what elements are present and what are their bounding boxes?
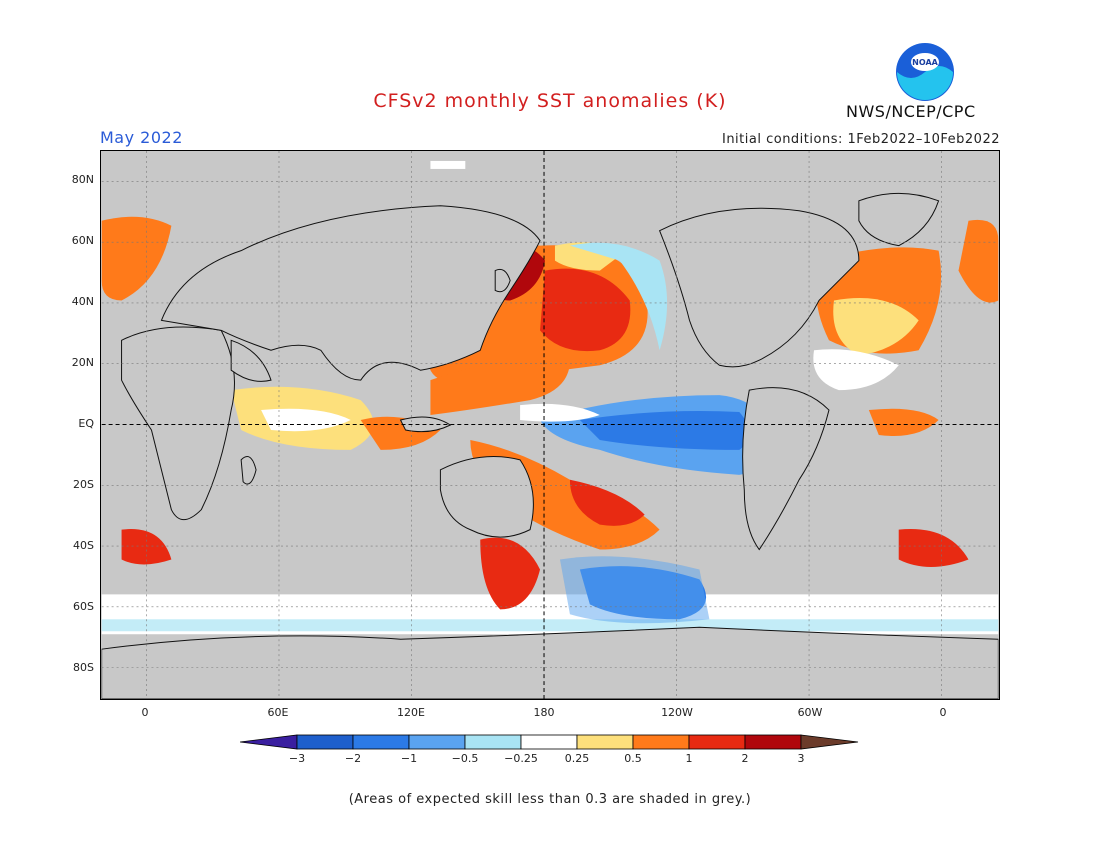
lat-label: 80N xyxy=(71,173,94,186)
lon-label: 180 xyxy=(533,706,555,719)
lat-label: 40N xyxy=(71,295,94,308)
colorbar-cell xyxy=(632,734,690,750)
colorbar-label: 3 xyxy=(797,752,805,765)
footnote: (Areas of expected skill less than 0.3 a… xyxy=(348,792,752,807)
colorbar-cell xyxy=(296,734,354,750)
colorbar-label: −2 xyxy=(344,752,362,765)
colorbar-label: −0.25 xyxy=(504,752,538,765)
lat-label: 60N xyxy=(71,234,94,247)
lat-label: 40S xyxy=(73,539,94,552)
lon-label: 120W xyxy=(661,706,693,719)
colorbar-cell xyxy=(576,734,634,750)
colorbar-label: 0.5 xyxy=(624,752,642,765)
colorbar-label: −0.5 xyxy=(451,752,479,765)
logo-text: NOAA xyxy=(912,58,938,67)
colorbar-cell xyxy=(520,734,578,750)
lon-label: 60E xyxy=(267,706,289,719)
colorbar-cell xyxy=(688,734,746,750)
colorbar-label: 2 xyxy=(741,752,749,765)
lon-label: 60W xyxy=(797,706,823,719)
colorbar-label: −3 xyxy=(288,752,306,765)
lat-label: EQ xyxy=(78,417,94,430)
colorbar-cell xyxy=(744,734,802,750)
lon-label: 120E xyxy=(397,706,425,719)
lat-label: 80S xyxy=(73,661,94,674)
colorbar-label: −1 xyxy=(400,752,418,765)
colorbar-label: 0.25 xyxy=(564,752,590,765)
colorbar-cell xyxy=(408,734,466,750)
map-title: CFSv2 monthly SST anomalies (K) xyxy=(373,90,727,112)
organization-label: NWS/NCEP/CPC xyxy=(846,102,976,121)
lat-label: 20N xyxy=(71,356,94,369)
colorbar-min-arrow xyxy=(240,734,298,750)
colorbar-label: 1 xyxy=(685,752,693,765)
colorbar-cell xyxy=(464,734,522,750)
colorbar xyxy=(240,734,859,750)
lat-label: 60S xyxy=(73,600,94,613)
lon-label: 0 xyxy=(939,706,947,719)
colorbar-max-arrow xyxy=(800,734,859,750)
noaa-logo-icon: NOAA xyxy=(896,43,954,101)
lat-label: 20S xyxy=(73,478,94,491)
lon-label: 0 xyxy=(141,706,149,719)
continents xyxy=(101,192,999,699)
initial-conditions-label: Initial conditions: 1Feb2022–10Feb2022 xyxy=(721,132,1000,147)
sst-anomaly-map xyxy=(100,150,1000,700)
month-label: May 2022 xyxy=(100,128,183,147)
colorbar-cell xyxy=(352,734,410,750)
